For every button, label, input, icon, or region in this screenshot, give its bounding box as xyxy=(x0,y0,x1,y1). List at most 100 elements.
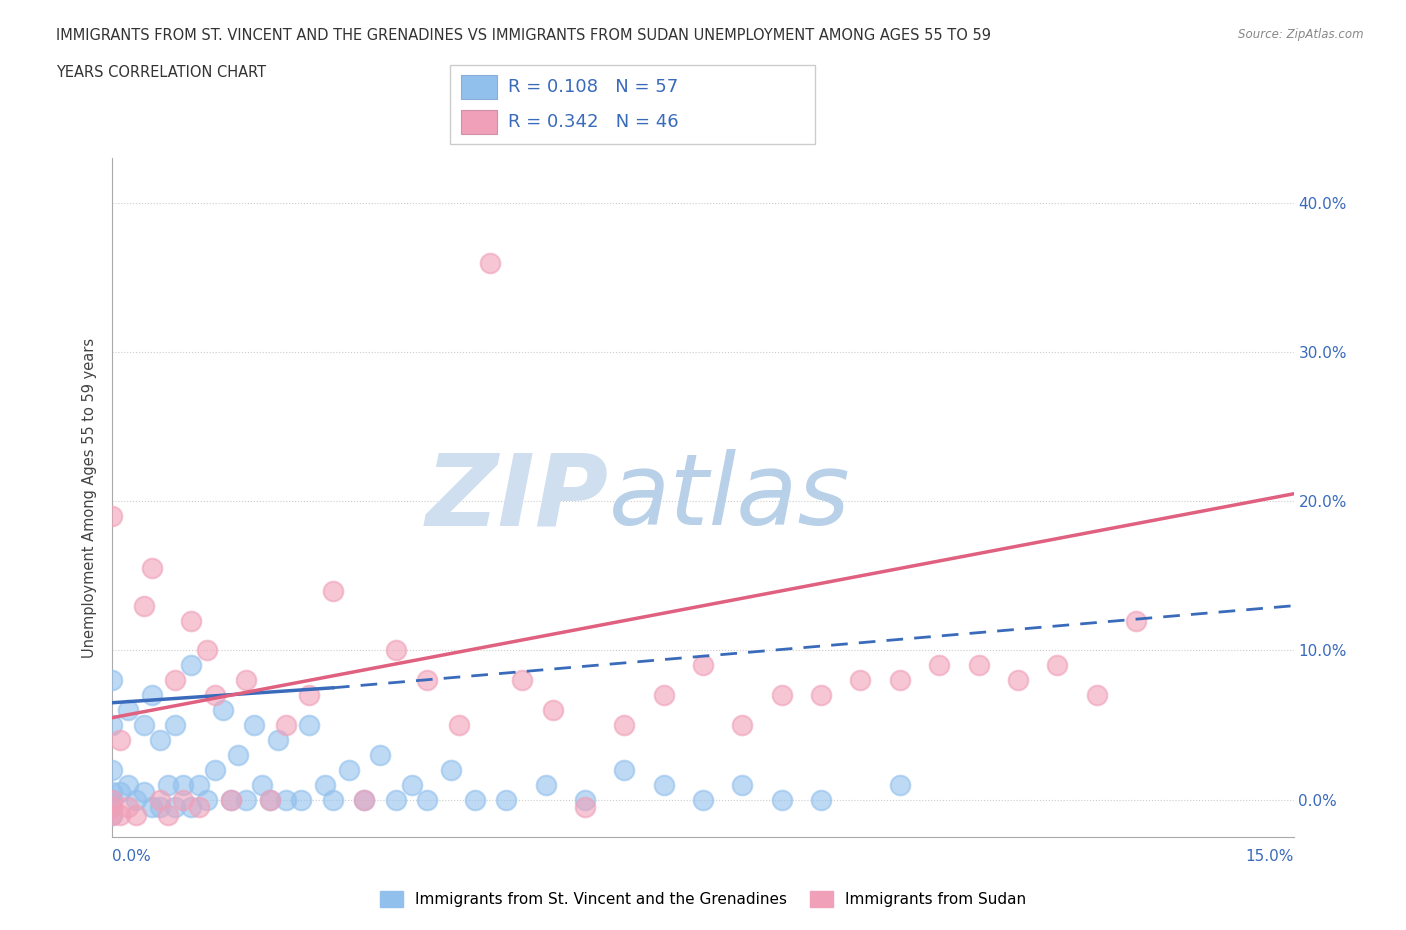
Point xyxy=(101,785,124,800)
Point xyxy=(101,673,124,688)
Point xyxy=(141,688,163,703)
Text: 15.0%: 15.0% xyxy=(1246,849,1294,864)
Point xyxy=(652,688,675,703)
Point xyxy=(110,807,132,822)
Point xyxy=(172,792,194,807)
Point xyxy=(416,673,439,688)
Point xyxy=(810,688,832,703)
Point xyxy=(101,792,124,807)
Point xyxy=(149,733,172,748)
Point xyxy=(250,777,273,792)
Point xyxy=(274,718,297,733)
Point xyxy=(132,785,155,800)
Point xyxy=(385,643,408,658)
Point xyxy=(298,718,321,733)
Point xyxy=(464,792,486,807)
Point xyxy=(652,777,675,792)
Point xyxy=(337,763,360,777)
Point xyxy=(401,777,423,792)
Point xyxy=(510,673,533,688)
Point xyxy=(101,807,124,822)
Point xyxy=(141,800,163,815)
Point xyxy=(235,792,257,807)
Point xyxy=(322,792,344,807)
Point xyxy=(101,509,124,524)
Point xyxy=(692,658,714,672)
Point xyxy=(156,807,179,822)
Point xyxy=(731,718,754,733)
Point xyxy=(188,800,211,815)
Point xyxy=(149,800,172,815)
Point xyxy=(322,583,344,598)
Text: YEARS CORRELATION CHART: YEARS CORRELATION CHART xyxy=(56,65,266,80)
Point xyxy=(117,800,139,815)
Point xyxy=(101,792,124,807)
Point xyxy=(849,673,872,688)
Point xyxy=(613,763,636,777)
Point xyxy=(156,777,179,792)
Bar xyxy=(461,110,498,134)
Point xyxy=(110,785,132,800)
Point xyxy=(267,733,290,748)
Text: ZIP: ZIP xyxy=(426,449,609,546)
Point xyxy=(353,792,375,807)
Point xyxy=(188,777,211,792)
Point xyxy=(770,688,793,703)
Point xyxy=(810,792,832,807)
Point xyxy=(928,658,950,672)
Point xyxy=(195,643,218,658)
Point xyxy=(889,777,911,792)
Point xyxy=(1046,658,1069,672)
Point xyxy=(543,703,565,718)
Point xyxy=(204,688,226,703)
Point xyxy=(219,792,242,807)
Y-axis label: Unemployment Among Ages 55 to 59 years: Unemployment Among Ages 55 to 59 years xyxy=(82,338,97,658)
Point xyxy=(219,792,242,807)
Point xyxy=(211,703,233,718)
Point xyxy=(770,792,793,807)
Text: atlas: atlas xyxy=(609,449,851,546)
Point xyxy=(290,792,312,807)
Point xyxy=(172,777,194,792)
Point xyxy=(195,792,218,807)
FancyBboxPatch shape xyxy=(450,65,815,144)
Point xyxy=(165,673,187,688)
Point xyxy=(353,792,375,807)
Point xyxy=(368,748,391,763)
Point xyxy=(204,763,226,777)
Point xyxy=(274,792,297,807)
Point xyxy=(180,613,202,628)
Point xyxy=(534,777,557,792)
Point xyxy=(165,800,187,815)
Point xyxy=(495,792,517,807)
Point xyxy=(314,777,336,792)
Point xyxy=(447,718,470,733)
Point xyxy=(141,561,163,576)
Point xyxy=(235,673,257,688)
Legend: Immigrants from St. Vincent and the Grenadines, Immigrants from Sudan: Immigrants from St. Vincent and the Gren… xyxy=(374,884,1032,913)
Point xyxy=(101,763,124,777)
Text: Source: ZipAtlas.com: Source: ZipAtlas.com xyxy=(1239,28,1364,41)
Point xyxy=(125,807,148,822)
Point xyxy=(613,718,636,733)
Point xyxy=(228,748,250,763)
Point xyxy=(180,658,202,672)
Point xyxy=(101,807,124,822)
Point xyxy=(416,792,439,807)
Point xyxy=(1125,613,1147,628)
Point xyxy=(180,800,202,815)
Point xyxy=(132,598,155,613)
Bar xyxy=(461,75,498,100)
Point xyxy=(149,792,172,807)
Point xyxy=(259,792,281,807)
Text: 0.0%: 0.0% xyxy=(112,849,152,864)
Point xyxy=(692,792,714,807)
Point xyxy=(1007,673,1029,688)
Point xyxy=(132,718,155,733)
Point xyxy=(731,777,754,792)
Text: IMMIGRANTS FROM ST. VINCENT AND THE GRENADINES VS IMMIGRANTS FROM SUDAN UNEMPLOY: IMMIGRANTS FROM ST. VINCENT AND THE GREN… xyxy=(56,28,991,43)
Point xyxy=(125,792,148,807)
Point xyxy=(889,673,911,688)
Point xyxy=(1085,688,1108,703)
Point xyxy=(101,800,124,815)
